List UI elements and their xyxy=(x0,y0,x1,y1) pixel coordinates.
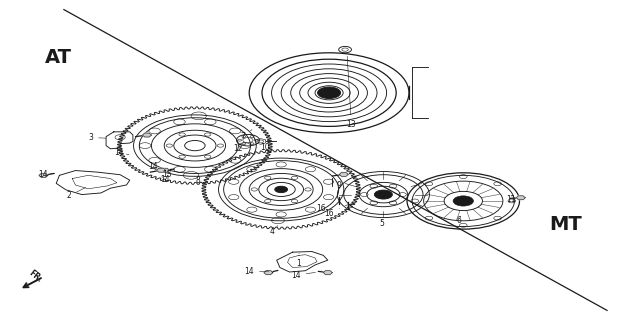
Text: MT: MT xyxy=(550,214,582,234)
Polygon shape xyxy=(160,168,169,172)
Circle shape xyxy=(318,87,341,99)
Text: 13: 13 xyxy=(346,56,357,129)
Polygon shape xyxy=(264,271,273,275)
Text: 14: 14 xyxy=(148,162,158,171)
Text: 6: 6 xyxy=(456,216,461,225)
Polygon shape xyxy=(142,133,151,137)
Text: 15: 15 xyxy=(162,170,173,179)
Text: FR.: FR. xyxy=(27,268,43,284)
Polygon shape xyxy=(323,271,332,275)
Text: 14: 14 xyxy=(114,148,129,156)
Text: 16: 16 xyxy=(324,209,339,218)
Text: 2: 2 xyxy=(66,188,86,200)
Text: 1: 1 xyxy=(296,253,302,268)
Text: AT: AT xyxy=(45,48,72,67)
Text: 14: 14 xyxy=(160,175,170,184)
Text: 14: 14 xyxy=(38,170,52,179)
Text: 3: 3 xyxy=(88,133,106,142)
Circle shape xyxy=(275,186,288,193)
Text: 14: 14 xyxy=(244,268,269,276)
Text: 14: 14 xyxy=(291,271,316,280)
Polygon shape xyxy=(39,173,48,177)
Circle shape xyxy=(453,196,473,206)
Text: 12: 12 xyxy=(233,144,242,153)
Text: 9: 9 xyxy=(336,181,341,190)
Text: 5: 5 xyxy=(379,219,384,228)
Polygon shape xyxy=(516,196,525,200)
Circle shape xyxy=(374,190,392,199)
Polygon shape xyxy=(157,168,166,172)
Text: 11: 11 xyxy=(507,195,516,204)
Polygon shape xyxy=(339,172,348,176)
Text: 8: 8 xyxy=(196,176,201,185)
Text: 10: 10 xyxy=(260,143,270,152)
Text: 16: 16 xyxy=(316,204,331,213)
Text: 4: 4 xyxy=(269,226,278,236)
Text: 7: 7 xyxy=(240,130,252,140)
Circle shape xyxy=(325,91,333,95)
